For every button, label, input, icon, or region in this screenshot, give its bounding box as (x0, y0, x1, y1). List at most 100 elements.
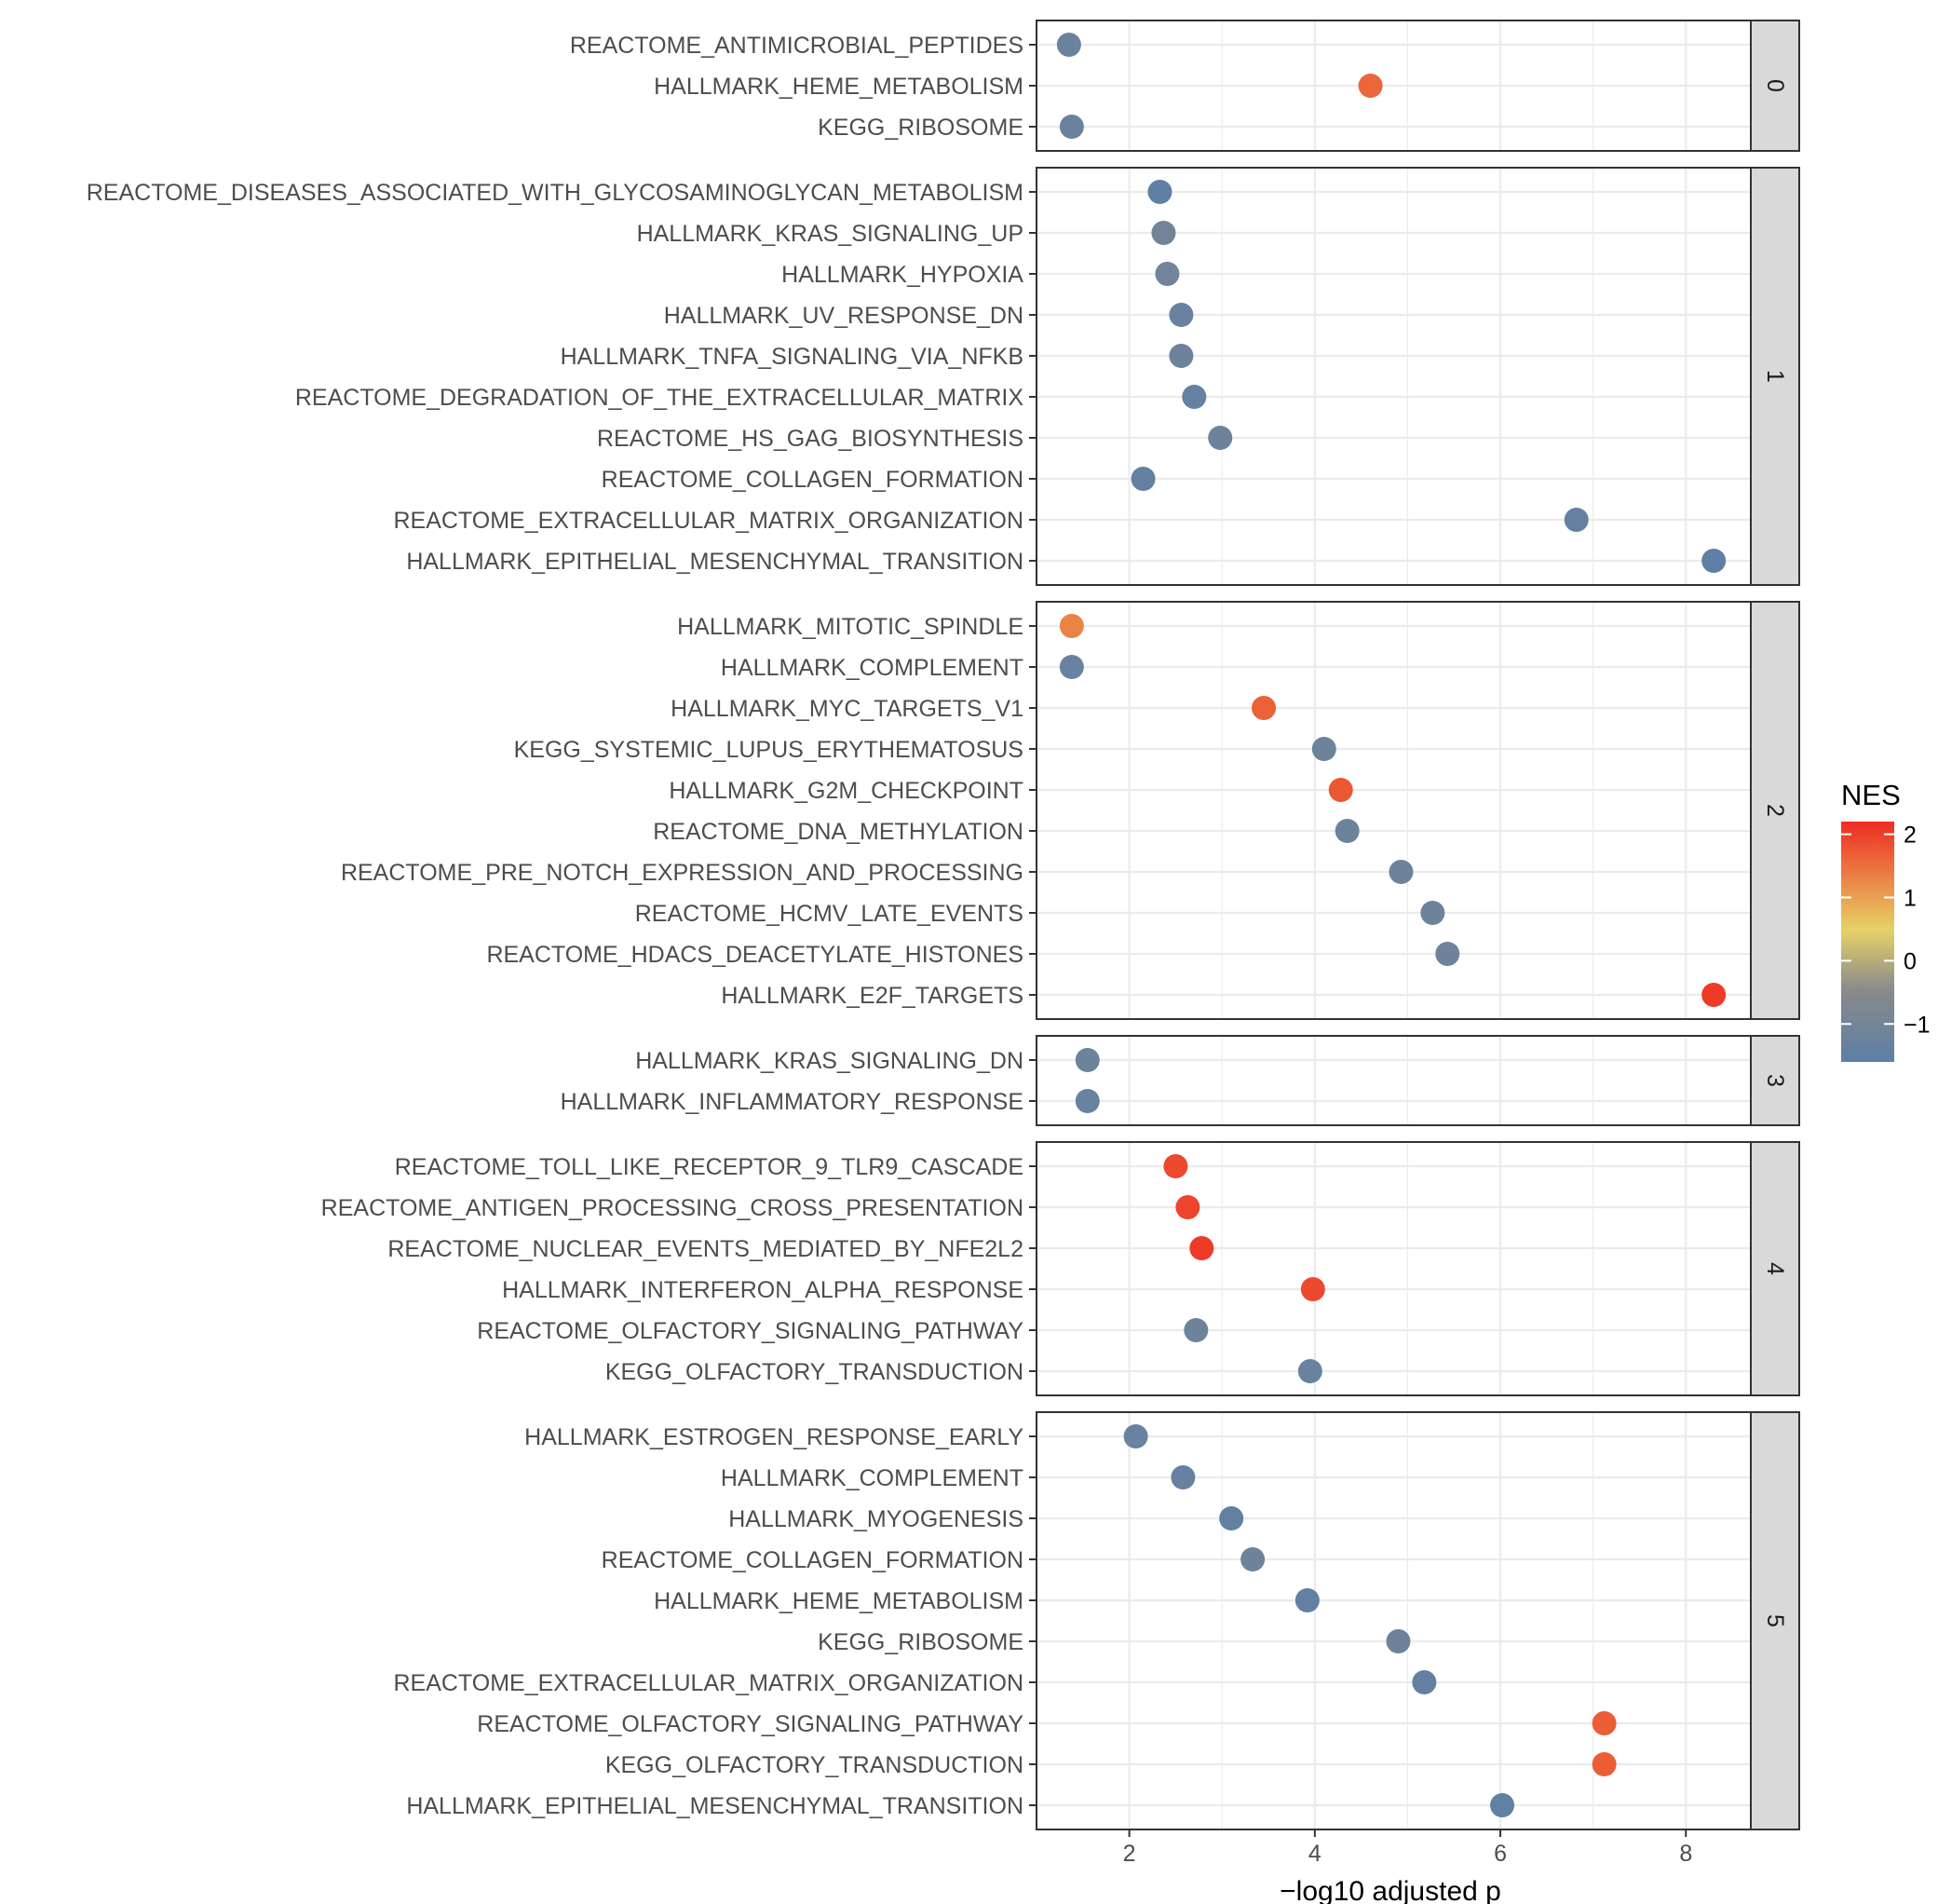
data-point (1131, 467, 1156, 491)
y-tick-label: REACTOME_DNA_METHYLATION (653, 819, 1023, 845)
panel-background (1037, 602, 1751, 1019)
y-tick-label: HALLMARK_ESTROGEN_RESPONSE_EARLY (524, 1424, 1023, 1450)
x-tick-label: 6 (1494, 1841, 1507, 1867)
y-tick-label: HALLMARK_MYC_TARGETS_V1 (671, 696, 1023, 722)
y-tick-label: HALLMARK_HEME_METABOLISM (654, 1588, 1023, 1614)
data-point (1592, 1711, 1617, 1735)
x-tick-label: 4 (1308, 1841, 1321, 1867)
facet-strip-label: 4 (1762, 1262, 1788, 1275)
y-tick-label: HALLMARK_HYPOXIA (781, 262, 1023, 288)
y-tick-label: REACTOME_TOLL_LIKE_RECEPTOR_9_TLR9_CASCA… (395, 1154, 1023, 1180)
data-point (1564, 508, 1589, 532)
y-tick-label: HALLMARK_COMPLEMENT (721, 1465, 1023, 1491)
y-tick-label: HALLMARK_KRAS_SIGNALING_DN (635, 1048, 1023, 1074)
data-point (1163, 1154, 1188, 1178)
facet-panel: REACTOME_ANTIMICROBIAL_PEPTIDES HALLMARK_… (570, 20, 1800, 152)
y-tick-label: KEGG_SYSTEMIC_LUPUS_ERYTHEMATOSUS (514, 737, 1023, 763)
y-tick-label: HALLMARK_MYOGENESIS (728, 1506, 1023, 1532)
data-point (1171, 1465, 1196, 1489)
data-point (1701, 983, 1727, 1007)
facet-strip (1750, 601, 1800, 1020)
legend-tick-label: 0 (1904, 948, 1917, 974)
y-tick-label: REACTOME_EXTRACELLULAR_MATRIX_ORGANIZATI… (393, 508, 1023, 534)
facet-strip-label: 2 (1762, 804, 1788, 817)
data-point (1184, 1318, 1209, 1342)
data-point (1056, 33, 1081, 57)
data-point (1420, 901, 1445, 925)
data-point (1169, 344, 1194, 368)
panel-background (1037, 1142, 1751, 1395)
data-point (1219, 1506, 1244, 1530)
facet-strip (1750, 167, 1800, 586)
data-point (1592, 1752, 1617, 1776)
y-tick-label: REACTOME_OLFACTORY_SIGNALING_PATHWAY (477, 1711, 1023, 1737)
y-tick-label: HALLMARK_MITOTIC_SPINDLE (677, 614, 1023, 640)
legend-tick-label: 2 (1904, 823, 1917, 849)
x-tick-label: 8 (1679, 1841, 1692, 1867)
x-tick-label: 2 (1123, 1841, 1136, 1867)
data-point (1311, 737, 1336, 761)
y-tick-label: HALLMARK_EPITHELIAL_MESENCHYMAL_TRANSITI… (406, 1793, 1023, 1819)
data-point (1300, 1277, 1325, 1301)
legend-tick-label: −1 (1904, 1012, 1931, 1038)
data-point (1297, 1359, 1322, 1383)
data-point (1189, 1236, 1214, 1260)
data-point (1059, 614, 1084, 638)
y-tick-label: REACTOME_EXTRACELLULAR_MATRIX_ORGANIZATI… (393, 1670, 1023, 1696)
y-tick-label: REACTOME_HS_GAG_BIOSYNTHESIS (597, 426, 1023, 452)
panel-background (1037, 168, 1751, 585)
legend-title: NES (1841, 779, 1901, 811)
facet-strip-label: 1 (1762, 370, 1788, 383)
data-point (1328, 778, 1353, 802)
y-tick-label: REACTOME_HDACS_DEACETYLATE_HISTONES (486, 942, 1023, 968)
data-point (1059, 655, 1084, 679)
data-point (1701, 549, 1727, 573)
facet-panel: REACTOME_DISEASES_ASSOCIATED_WITH_GLYCOS… (87, 167, 1800, 586)
y-tick-label: REACTOME_COLLAGEN_FORMATION (602, 1547, 1023, 1573)
data-point (1182, 385, 1207, 409)
legend-tick-label: 1 (1904, 885, 1917, 911)
data-point (1412, 1670, 1437, 1694)
facet-panel: HALLMARK_ESTROGEN_RESPONSE_EARLY HALLMARK… (393, 1411, 1800, 1830)
data-point (1075, 1089, 1100, 1113)
y-tick-label: KEGG_RIBOSOME (818, 1629, 1023, 1655)
y-tick-label: KEGG_RIBOSOME (818, 115, 1023, 141)
y-tick-label: HALLMARK_E2F_TARGETS (721, 983, 1023, 1009)
data-point (1123, 1424, 1148, 1448)
y-tick-label: KEGG_OLFACTORY_TRANSDUCTION (605, 1752, 1023, 1778)
data-point (1335, 819, 1360, 843)
data-point (1151, 221, 1176, 245)
y-tick-label: HALLMARK_EPITHELIAL_MESENCHYMAL_TRANSITI… (406, 549, 1023, 575)
y-tick-label: HALLMARK_KRAS_SIGNALING_UP (637, 221, 1023, 247)
data-point (1208, 426, 1233, 450)
y-tick-label: HALLMARK_HEME_METABOLISM (654, 74, 1023, 100)
y-tick-label: HALLMARK_INFLAMMATORY_RESPONSE (561, 1089, 1023, 1115)
data-point (1389, 860, 1414, 884)
facet-strip (1750, 1035, 1800, 1126)
y-tick-label: REACTOME_HCMV_LATE_EVENTS (635, 901, 1023, 927)
nes-legend: NES 2 1 0 −1 (1841, 779, 1931, 1062)
y-tick-label: HALLMARK_UV_RESPONSE_DN (664, 303, 1023, 329)
facet-panel: REACTOME_TOLL_LIKE_RECEPTOR_9_TLR9_CASCA… (321, 1141, 1800, 1396)
data-point (1386, 1629, 1411, 1653)
facet-strip-label: 3 (1762, 1074, 1788, 1087)
facet-panel: HALLMARK_MITOTIC_SPINDLE HALLMARK_COMPLEM… (341, 601, 1800, 1020)
panel-background (1037, 1036, 1751, 1125)
data-point (1059, 115, 1084, 139)
data-point (1240, 1547, 1266, 1571)
data-point (1358, 74, 1383, 98)
panel-background (1037, 1412, 1751, 1829)
facet-strip-label: 5 (1762, 1614, 1788, 1627)
y-tick-label: REACTOME_OLFACTORY_SIGNALING_PATHWAY (477, 1318, 1023, 1344)
data-point (1155, 262, 1180, 286)
y-tick-label: REACTOME_ANTIMICROBIAL_PEPTIDES (570, 33, 1023, 59)
data-point (1490, 1793, 1515, 1817)
y-tick-label: HALLMARK_TNFA_SIGNALING_VIA_NFKB (561, 344, 1023, 370)
x-axis-title: −log10 adjusted p (1280, 1876, 1501, 1904)
data-point (1294, 1588, 1320, 1612)
y-tick-label: HALLMARK_INTERFERON_ALPHA_RESPONSE (502, 1277, 1023, 1303)
data-point (1175, 1195, 1200, 1219)
data-point (1075, 1048, 1100, 1072)
facet-strip (1750, 20, 1800, 152)
